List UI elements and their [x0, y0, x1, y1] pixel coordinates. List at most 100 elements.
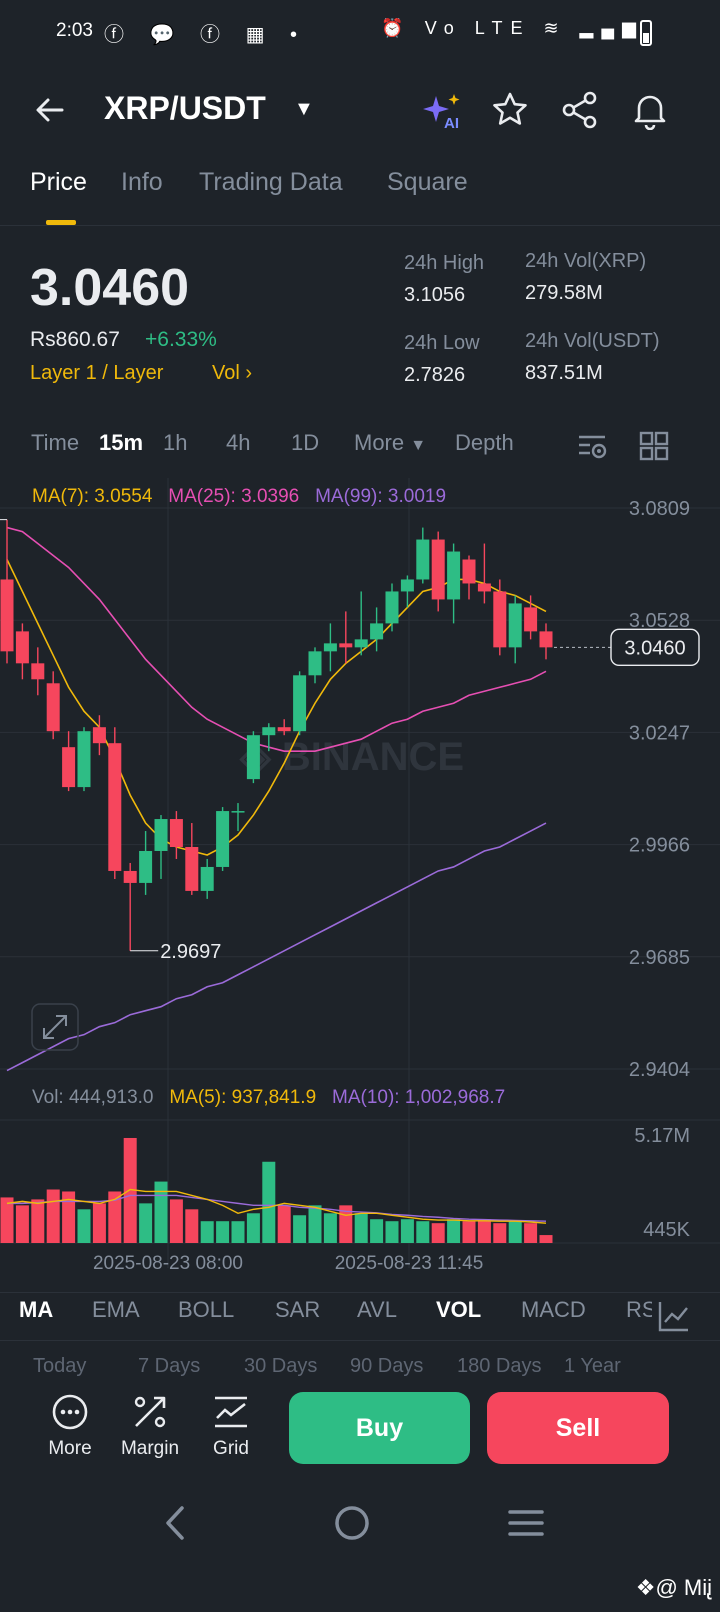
- range-1y[interactable]: 1 Year: [564, 1355, 621, 1377]
- category-tag[interactable]: Layer 1 / Layer: [30, 362, 164, 384]
- range-180d[interactable]: 180 Days: [457, 1355, 542, 1377]
- volume-bar: [277, 1205, 291, 1243]
- volume-bar: [400, 1219, 414, 1243]
- current-price-label: 3.0460: [624, 637, 685, 659]
- indicator-rsi[interactable]: RS: [626, 1297, 657, 1322]
- interval-time[interactable]: Time: [31, 430, 80, 455]
- volume-bar: [216, 1221, 230, 1243]
- system-status-icons: ⏰ Vo LTE ≋ ▂▄▆: [381, 18, 644, 38]
- margin-icon: [134, 1396, 166, 1428]
- y-tick-label: 3.0528: [629, 610, 690, 632]
- interval-1h[interactable]: 1h: [163, 430, 188, 455]
- volume-bar: [477, 1219, 491, 1243]
- indicator-ma[interactable]: MA: [19, 1297, 54, 1322]
- volume-bar: [493, 1223, 507, 1243]
- candle-body: [493, 591, 507, 648]
- candle-body: [293, 675, 307, 732]
- volume-bar: [77, 1209, 91, 1243]
- candle-body: [31, 663, 45, 680]
- grid-label: Grid: [213, 1438, 249, 1459]
- volume-bar: [123, 1137, 137, 1243]
- range-90d[interactable]: 90 Days: [350, 1355, 424, 1377]
- candle-body: [15, 631, 29, 664]
- nav-back-icon[interactable]: [160, 1498, 190, 1558]
- interval-1d[interactable]: 1D: [291, 430, 320, 455]
- buy-button[interactable]: Buy: [289, 1392, 470, 1464]
- status-time: 2:03: [56, 20, 93, 41]
- chart-settings-icon[interactable]: [576, 430, 608, 467]
- volume-bar: [92, 1203, 106, 1243]
- x-tick-label: 2025-08-23 11:45: [335, 1253, 484, 1274]
- vol-ma10-legend: MA(10): 1,002,968.7: [332, 1087, 506, 1108]
- tab-price[interactable]: Price: [30, 168, 87, 196]
- favorite-star-icon[interactable]: [490, 90, 530, 130]
- candle-body: [370, 623, 384, 640]
- volume-bar: [416, 1221, 430, 1243]
- volume-bar: [385, 1221, 399, 1243]
- interval-depth[interactable]: Depth: [455, 430, 514, 455]
- volume-bar: [447, 1219, 461, 1243]
- volume-bar: [293, 1215, 307, 1243]
- indicator-sar[interactable]: SAR: [275, 1297, 321, 1322]
- tab-trading-data[interactable]: Trading Data: [199, 168, 343, 196]
- grid-button[interactable]: Grid: [191, 1392, 271, 1460]
- vol-usdt-label: 24h Vol(USDT): [525, 330, 660, 352]
- candlestick-chart[interactable]: 3.0809 3.0528 3.0247 2.9966 2.9685 2.9404 ◈ BI…: [0, 478, 720, 1278]
- more-caret-icon: ▼: [410, 437, 427, 454]
- volume-bar: [524, 1223, 538, 1243]
- volume-bar: [62, 1191, 76, 1243]
- share-icon[interactable]: [560, 90, 600, 130]
- candle-body: [431, 539, 445, 600]
- range-7d[interactable]: 7 Days: [138, 1355, 201, 1377]
- vol-usdt-value: 837.51M: [525, 362, 603, 384]
- interval-15m[interactable]: 15m: [99, 430, 144, 455]
- nav-home-icon[interactable]: [332, 1498, 372, 1558]
- fiat-price: Rs860.67: [30, 328, 120, 351]
- bell-icon[interactable]: [630, 90, 670, 131]
- vol-xrp-label: 24h Vol(XRP): [525, 250, 647, 272]
- layout-grid-icon[interactable]: [638, 430, 670, 467]
- indicator-avl[interactable]: AVL: [357, 1297, 397, 1322]
- indicator-settings-icon[interactable]: [652, 1293, 720, 1339]
- y-tick-label: 2.9966: [629, 835, 690, 857]
- pair-title[interactable]: XRP/USDT: [104, 90, 266, 126]
- y-tick-label: 3.0809: [629, 498, 690, 520]
- vol-ma5-legend: MA(5): 937,841.9: [169, 1087, 317, 1108]
- range-today[interactable]: Today: [33, 1355, 87, 1377]
- candle-body: [169, 819, 183, 847]
- volume-bar: [231, 1221, 245, 1243]
- margin-button[interactable]: Margin: [110, 1392, 190, 1460]
- interval-4h[interactable]: 4h: [226, 430, 251, 455]
- sell-button[interactable]: Sell: [487, 1392, 669, 1464]
- ai-sparkle-icon[interactable]: AI: [420, 90, 460, 132]
- candle-body: [0, 579, 14, 652]
- x-tick-label: 2025-08-23 08:00: [93, 1253, 243, 1274]
- range-30d[interactable]: 30 Days: [244, 1355, 318, 1377]
- volume-bar: [370, 1219, 384, 1243]
- candle-body: [246, 735, 260, 780]
- back-arrow-icon[interactable]: [32, 92, 68, 137]
- low-marker-label: 2.9697: [160, 941, 221, 963]
- more-button[interactable]: More: [30, 1392, 110, 1460]
- performance-ranges: Today 7 Days 30 Days 90 Days 180 Days 1 …: [0, 1340, 720, 1384]
- ma7-line: [6, 559, 547, 856]
- footer-mark: @ Mi̢i: [655, 1575, 712, 1600]
- indicator-boll[interactable]: BOLL: [178, 1297, 235, 1322]
- tab-square[interactable]: Square: [387, 168, 468, 196]
- indicator-macd[interactable]: MACD: [521, 1297, 586, 1322]
- nav-recents-icon[interactable]: [506, 1498, 546, 1558]
- indicator-vol[interactable]: VOL: [436, 1297, 482, 1322]
- candle-body: [524, 607, 538, 632]
- indicator-ema[interactable]: EMA: [92, 1297, 140, 1322]
- watermark-corner: ❖@ Mi̢i: [636, 1575, 712, 1601]
- interval-more[interactable]: More ▼: [354, 430, 427, 455]
- vol-tag-link[interactable]: Vol ›: [212, 362, 253, 384]
- pair-dropdown-icon[interactable]: ▼: [294, 98, 314, 120]
- tab-info[interactable]: Info: [121, 168, 163, 196]
- volume-bar: [539, 1235, 553, 1243]
- ma25-line: [6, 526, 547, 752]
- candle-body: [308, 651, 322, 676]
- candle-body: [416, 539, 430, 580]
- volume-bar: [431, 1223, 445, 1243]
